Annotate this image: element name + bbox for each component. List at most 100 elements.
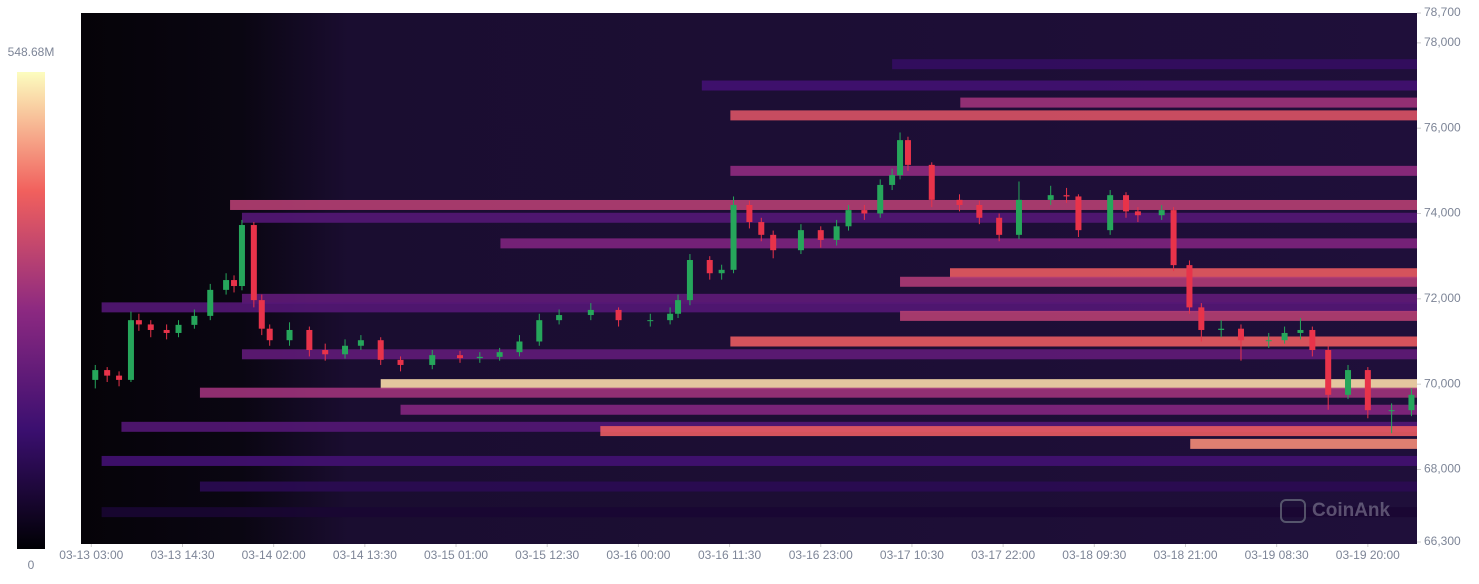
candle-body	[342, 345, 349, 355]
candle-body	[686, 260, 693, 301]
heat-band	[241, 293, 1417, 304]
colorbar	[17, 72, 45, 549]
candle-body	[1237, 328, 1244, 341]
candle-body	[758, 222, 765, 235]
candle-body	[556, 315, 563, 321]
candle-body	[286, 329, 293, 341]
candle-body	[718, 269, 725, 274]
heat-band	[1190, 438, 1417, 449]
candle-body	[1198, 307, 1205, 330]
x-tick-label: 03-17 22:00	[971, 548, 1035, 562]
y-tick-label: 72,000	[1424, 291, 1461, 305]
candle-body	[1134, 211, 1141, 216]
candle-body	[377, 340, 384, 360]
candle-body	[1047, 195, 1054, 200]
candle-body	[456, 355, 463, 359]
candle-body	[250, 225, 257, 301]
x-tick-label: 03-14 02:00	[242, 548, 306, 562]
watermark-text: CoinAnk	[1312, 500, 1391, 521]
heat-band	[730, 336, 1417, 347]
candle-body	[1408, 394, 1415, 411]
candle-body	[1325, 350, 1332, 395]
y-tick-label: 66,300	[1424, 534, 1461, 548]
candle-body	[1281, 332, 1288, 341]
candle-body	[667, 313, 674, 321]
candle-body	[306, 329, 313, 351]
y-tick-label: 74,000	[1424, 206, 1461, 220]
candle-body	[845, 210, 852, 227]
candle-body	[1158, 210, 1165, 216]
candle-body	[647, 320, 654, 322]
candle-body	[1063, 195, 1070, 197]
candle-body	[730, 204, 737, 270]
heat-band	[900, 276, 1417, 287]
x-tick-label: 03-15 12:30	[515, 548, 579, 562]
candle-body	[258, 300, 265, 329]
x-tick-label: 03-16 00:00	[606, 548, 670, 562]
candle-body	[770, 234, 777, 251]
candle-body	[904, 140, 911, 165]
y-tick-label: 78,700	[1424, 5, 1461, 19]
candle-body	[1309, 329, 1316, 351]
candle-body	[147, 324, 154, 330]
colorbar-label: 0	[28, 558, 35, 572]
candle-body	[266, 328, 273, 341]
heat-band	[730, 110, 1417, 121]
candle-body	[1170, 210, 1177, 266]
heat-band	[900, 310, 1417, 321]
candle-body	[231, 280, 238, 287]
candle-body	[976, 204, 983, 218]
x-tick-label: 03-13 14:30	[150, 548, 214, 562]
heat-band	[892, 59, 1417, 70]
candle-body	[116, 375, 123, 380]
candle-body	[746, 204, 753, 223]
x-tick-label: 03-19 08:30	[1245, 548, 1309, 562]
y-tick-label: 68,000	[1424, 462, 1461, 476]
candle-body	[1265, 340, 1272, 342]
candles	[92, 132, 1415, 434]
heat-band	[101, 455, 1417, 466]
x-tick-label: 03-16 23:00	[789, 548, 853, 562]
y-tick-label: 70,000	[1424, 376, 1461, 390]
heat-band	[241, 212, 1417, 223]
candle-body	[1075, 196, 1082, 231]
candle-body	[675, 300, 682, 314]
candle-body	[956, 199, 963, 205]
candle-body	[928, 164, 935, 200]
x-tick-label: 03-18 09:30	[1062, 548, 1126, 562]
heat-band	[500, 238, 1418, 249]
candle-body	[92, 370, 99, 380]
candle-body	[223, 280, 230, 290]
colorbar-label: 548.68M	[8, 45, 55, 59]
heatmap	[101, 59, 1418, 518]
candle-body	[1388, 410, 1395, 412]
x-tick-label: 03-16 11:30	[698, 548, 761, 562]
heat-band	[199, 481, 1417, 492]
watermark: CoinAnk	[1280, 499, 1391, 523]
heat-band	[949, 268, 1417, 279]
heat-band	[199, 387, 1417, 398]
candle-body	[1123, 195, 1130, 212]
candle-body	[833, 226, 840, 240]
candle-body	[357, 340, 364, 346]
x-tick-label: 03-18 21:00	[1153, 548, 1217, 562]
heat-band	[701, 80, 1417, 91]
candle-body	[587, 309, 594, 316]
candle-body	[322, 350, 329, 355]
x-tick-label: 03-17 10:30	[880, 548, 944, 562]
candle-body	[996, 217, 1003, 235]
candle-body	[1107, 195, 1114, 231]
candle-body	[615, 309, 622, 321]
y-tick-label: 78,000	[1424, 35, 1461, 49]
candle-body	[1218, 328, 1225, 330]
candle-body	[1015, 199, 1022, 235]
heat-band	[600, 426, 1417, 437]
candle-body	[175, 324, 182, 333]
candle-body	[127, 320, 134, 380]
candle-body	[476, 356, 483, 359]
candle-body	[1364, 370, 1371, 411]
candle-body	[1297, 329, 1304, 333]
candle-body	[817, 230, 824, 240]
candle-body	[207, 289, 214, 316]
candle-body	[135, 320, 142, 325]
